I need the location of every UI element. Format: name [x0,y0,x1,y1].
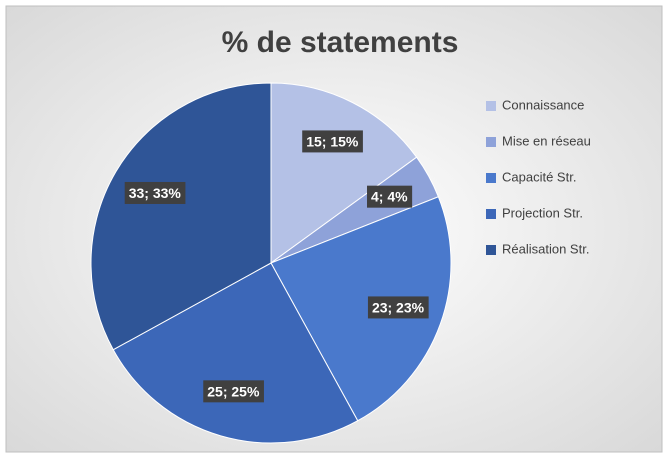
data-label-box [203,380,264,403]
data-label: 25; 25% [207,383,260,399]
legend-swatch [486,101,496,111]
data-label-box [302,130,363,153]
legend-label: Mise en réseau [502,133,591,148]
legend-swatch [486,137,496,147]
legend-label: Capacité Str. [502,169,576,184]
data-label: 4; 4% [371,189,408,205]
chart-title: % de statements [222,26,459,59]
legend-label: Réalisation Str. [502,241,589,256]
legend-swatch [486,173,496,183]
legend-label: Projection Str. [502,205,583,220]
data-label: 15; 15% [306,133,359,149]
legend-swatch [486,245,496,255]
pie-slice [90,82,272,351]
data-label: 23; 23% [372,299,425,315]
legend-label: Connaissance [502,97,584,112]
pie-slice [112,262,359,444]
pie-slice [270,82,418,264]
data-label: 33; 33% [129,185,182,201]
pie-slice [270,196,452,422]
legend-swatch [486,209,496,219]
data-label-box [367,185,413,208]
data-label-box [367,296,429,319]
data-label-box [124,181,186,204]
